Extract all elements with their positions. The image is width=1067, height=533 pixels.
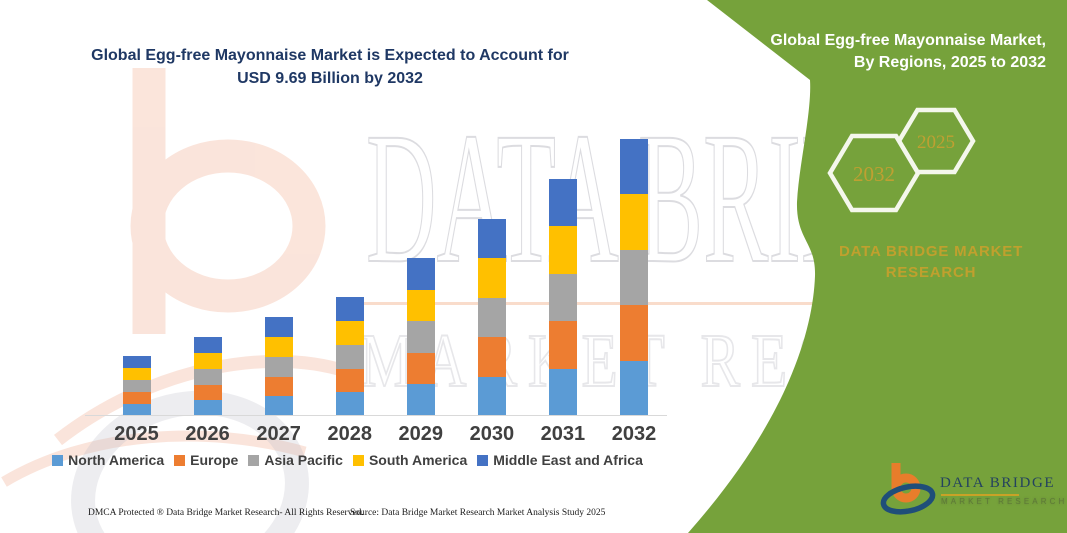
bar-segment xyxy=(406,321,435,353)
legend-swatch xyxy=(352,454,364,466)
footer-dmca-text: DMCA Protected ® Data Bridge Market Rese… xyxy=(88,508,364,518)
bar-segment xyxy=(264,317,293,338)
legend-item: Middle East and Africa xyxy=(477,452,643,468)
panel-title-line1: Global Egg-free Mayonnaise Market, xyxy=(770,32,1046,49)
logo-d-swoosh xyxy=(880,483,936,515)
bar-segment xyxy=(548,273,577,322)
bar-segment xyxy=(548,179,577,227)
panel-brand-line1: DATA BRIDGE MARKET xyxy=(838,243,1024,260)
panel-brand-name: DATA BRIDGE MARKET RESEARCH xyxy=(811,241,1051,283)
panel-title-line2: By Regions, 2025 to 2032 xyxy=(853,54,1046,71)
bar-segment xyxy=(193,336,222,353)
bar-segment xyxy=(619,249,648,306)
bar-segment xyxy=(264,337,293,357)
bar-segment xyxy=(548,368,577,416)
bar-segment xyxy=(477,218,506,259)
legend-item: South America xyxy=(352,452,468,468)
chart-title-line1: Global Egg-free Mayonnaise Market is Exp… xyxy=(91,47,569,64)
hexagon-2032-year: 2032 xyxy=(853,162,895,186)
x-axis-tick-label: 2029 xyxy=(398,423,444,445)
chart-title: Global Egg-free Mayonnaise Market is Exp… xyxy=(60,44,600,90)
panel-title: Global Egg-free Mayonnaise Market, By Re… xyxy=(706,30,1046,74)
bar-segment xyxy=(406,384,435,416)
bar-segment xyxy=(477,258,506,298)
databridge-logo: DATA BRIDGE MARKET RESEARCH xyxy=(880,455,1064,517)
bar-segment xyxy=(406,257,435,290)
bar-segment xyxy=(406,289,435,322)
bar-segment xyxy=(548,321,577,369)
bar-segment xyxy=(477,337,506,377)
green-panel-shape xyxy=(688,0,1067,533)
bar-segment xyxy=(335,297,364,322)
logo-name-text: DATA BRIDGE xyxy=(940,475,1056,491)
panel-brand-line2: RESEARCH xyxy=(885,264,977,281)
databridge-logo-icon xyxy=(880,463,936,515)
x-axis-line xyxy=(85,415,667,416)
bar-segment xyxy=(619,305,648,361)
x-axis-tick-label: 2030 xyxy=(469,423,515,445)
bar-segment xyxy=(548,226,577,274)
logo-subtitle-text: MARKET RESEARCH xyxy=(941,497,1067,506)
bar-segment xyxy=(335,321,364,345)
bar-segment xyxy=(477,297,506,338)
hexagon-2032 xyxy=(827,133,921,213)
bar-segment xyxy=(406,352,435,385)
hexagon-2025-year: 2025 xyxy=(917,132,955,153)
bar-segment xyxy=(619,360,648,416)
legend-swatch xyxy=(477,454,489,466)
x-axis-tick-label: 2032 xyxy=(611,423,657,445)
bar-segment xyxy=(619,194,648,250)
footer-source-text: Source: Data Bridge Market Research Mark… xyxy=(350,508,606,518)
legend-label: Middle East and Africa xyxy=(493,452,643,468)
chart-title-line2: USD 9.69 Billion by 2032 xyxy=(237,70,423,87)
x-axis-tick-label: 2031 xyxy=(540,423,586,445)
legend-label: South America xyxy=(368,452,468,468)
bar-segment xyxy=(619,138,648,195)
bar-segment xyxy=(477,376,506,416)
logo-gold-underline xyxy=(941,494,1019,496)
